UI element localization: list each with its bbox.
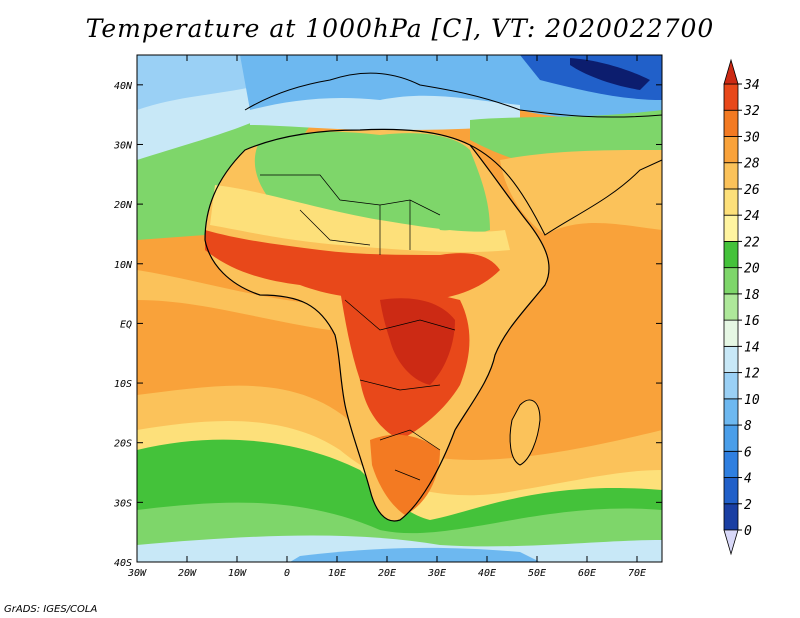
lon-tick-label: 0 xyxy=(284,568,290,579)
colorbar-box xyxy=(723,109,739,137)
colorbar-box xyxy=(723,424,739,452)
colorbar-box xyxy=(723,267,739,295)
lon-tick-label: 30W xyxy=(127,568,147,579)
colorbar-box xyxy=(723,319,739,347)
colorbar-label: 16 xyxy=(744,314,760,329)
mediterranean-cyan xyxy=(250,95,520,130)
congo-hottest xyxy=(380,298,455,385)
lat-tick-label: 40S xyxy=(114,558,132,569)
colorbar-box xyxy=(723,477,739,505)
lon-tick-label: 60E xyxy=(578,568,596,579)
lon-tick-label: 30E xyxy=(427,568,446,579)
colorbar-max-arrow xyxy=(723,58,739,85)
gulf-of-guinea-yellow xyxy=(137,270,330,330)
longitude-axis: 30W 20W 10W 0 10E 20E 30E 40E 50E 60E 70E xyxy=(127,55,646,579)
colorbar-box xyxy=(723,188,739,216)
lon-tick-label: 70E xyxy=(628,568,646,579)
lat-tick-label: 10N xyxy=(114,260,133,271)
arabia-warm xyxy=(500,150,662,235)
colorbar-box xyxy=(723,372,739,400)
colorbar-box xyxy=(723,241,739,269)
colorbar-label: 24 xyxy=(744,209,760,224)
colorbar-label: 14 xyxy=(744,340,760,355)
colorbar-label: 22 xyxy=(744,235,760,250)
lon-tick-label: 40E xyxy=(478,568,496,579)
colorbar-label: 12 xyxy=(744,367,760,382)
colorbar-label: 26 xyxy=(744,183,760,198)
colorbar-label: 28 xyxy=(744,157,760,172)
lon-tick-label: 20E xyxy=(378,568,396,579)
map-title: Temperature at 1000hPa [C], VT: 20200227… xyxy=(85,14,715,43)
lat-tick-label: EQ xyxy=(120,319,132,330)
colorbar-label: 32 xyxy=(743,104,760,119)
latitude-axis: 40N 30N 20N 10N EQ 10S 20S 30S 40S xyxy=(113,81,662,569)
credit-text: GrADS: IGES/COLA xyxy=(4,604,98,615)
colorbar-label: 20 xyxy=(744,262,760,277)
west-africa-hot xyxy=(205,230,500,300)
lon-tick-label: 50E xyxy=(528,568,546,579)
lon-tick-label: 10W xyxy=(228,568,247,579)
colorbar-label: 2 xyxy=(744,498,752,513)
caspian-darkblue xyxy=(570,58,650,90)
lat-tick-label: 10S xyxy=(114,379,132,390)
lat-tick-label: 40N xyxy=(114,81,133,92)
colorbar-label: 34 xyxy=(743,78,760,93)
map-frame xyxy=(136,54,663,563)
lat-tick-label: 20S xyxy=(114,439,132,450)
colorbar-label: 18 xyxy=(744,288,760,303)
colorbar-label: 30 xyxy=(743,130,760,145)
colorbar-box xyxy=(723,162,739,190)
country-borders xyxy=(260,174,456,481)
map-area xyxy=(136,54,663,563)
arabia-coastline xyxy=(469,144,663,236)
colorbar-box xyxy=(723,398,739,426)
colorbar-box xyxy=(723,450,739,478)
lat-tick-label: 30S xyxy=(113,498,132,509)
lat-tick-label: 20N xyxy=(114,200,133,211)
colorbar-label: 10 xyxy=(744,393,760,408)
colorbar-box xyxy=(723,503,739,531)
colorbar-label: 0 xyxy=(744,524,752,539)
colorbar-box xyxy=(723,293,739,321)
colorbar-label: 8 xyxy=(744,419,752,434)
lon-tick-label: 20W xyxy=(178,568,197,579)
lat-tick-label: 30N xyxy=(113,140,133,151)
eastern-europe-deep-blue xyxy=(520,55,662,100)
colorbar-box xyxy=(723,214,739,242)
colorbar-box xyxy=(723,345,739,373)
southern-ocean-blue xyxy=(290,547,540,562)
madagascar xyxy=(509,399,541,466)
colorbar-box xyxy=(723,83,739,111)
colorbar-label: 6 xyxy=(744,445,752,460)
lon-tick-label: 10E xyxy=(328,568,346,579)
europe-coastline xyxy=(244,72,663,118)
colorbar-label: 4 xyxy=(744,472,752,487)
colorbar-min-arrow xyxy=(723,529,739,556)
sahel-yellow xyxy=(210,185,510,253)
colorbar-box xyxy=(723,136,739,164)
east-africa-green xyxy=(429,180,480,231)
